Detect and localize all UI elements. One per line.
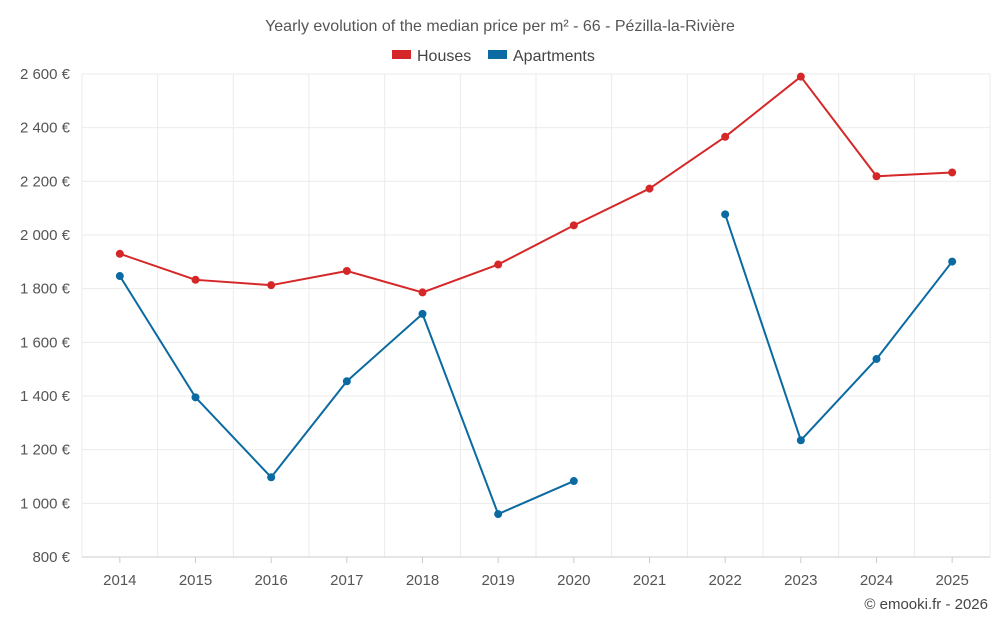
data-point-apartments-2022[interactable] xyxy=(721,210,730,219)
chart-title: Yearly evolution of the median price per… xyxy=(265,18,735,35)
y-axis: 800 € 1 000 € 1 200 € 1 400 € 1 600 € 1 800 €… xyxy=(20,66,71,566)
data-point-apartments-2020[interactable] xyxy=(569,477,578,486)
x-tick-label: 2017 xyxy=(330,572,363,589)
data-point-apartments-2025[interactable] xyxy=(948,257,957,266)
data-point-apartments-2018[interactable] xyxy=(418,309,427,318)
x-tick-label: 2021 xyxy=(633,572,666,589)
y-tick-label: 2 000 € xyxy=(20,227,71,244)
grid xyxy=(81,73,991,557)
series-houses xyxy=(115,72,957,297)
data-point-houses-2017[interactable] xyxy=(342,266,351,275)
y-tick-label: 1 200 € xyxy=(20,442,71,459)
data-point-apartments-2024[interactable] xyxy=(872,354,881,363)
x-tick-label: 2023 xyxy=(784,572,817,589)
x-tick-label: 2024 xyxy=(860,572,893,589)
y-tick-label: 1 800 € xyxy=(20,281,71,298)
x-axis: 2014 2015 2016 2017 2018 2019 2020 2021 2022 2023… xyxy=(82,556,990,589)
x-tick-label: 2014 xyxy=(103,572,136,589)
y-tick-label: 2 400 € xyxy=(20,120,71,137)
x-tick-label: 2022 xyxy=(708,572,741,589)
y-tick-label: 1 600 € xyxy=(20,334,71,351)
data-point-houses-2025[interactable] xyxy=(948,168,957,177)
data-point-apartments-2017[interactable] xyxy=(342,377,351,386)
y-tick-label: 2 200 € xyxy=(20,173,71,190)
x-tick-label: 2019 xyxy=(481,572,514,589)
data-point-apartments-2019[interactable] xyxy=(494,510,503,519)
series-line-apartments-1 xyxy=(724,214,953,442)
data-point-apartments-2016[interactable] xyxy=(267,473,276,482)
y-tick-label: 1 400 € xyxy=(20,388,71,405)
x-tick-label: 2025 xyxy=(935,572,968,589)
legend-label-houses[interactable]: Houses xyxy=(417,48,471,65)
x-tick-label: 2016 xyxy=(254,572,287,589)
data-point-houses-2022[interactable] xyxy=(721,132,730,141)
x-tick-label: 2020 xyxy=(557,572,590,589)
data-point-houses-2023[interactable] xyxy=(796,72,805,81)
data-point-houses-2024[interactable] xyxy=(872,172,881,181)
data-point-houses-2018[interactable] xyxy=(418,288,427,297)
legend-swatch-apartments xyxy=(488,50,507,59)
series-apartments xyxy=(115,210,957,519)
y-tick-label: 2 600 € xyxy=(20,66,71,83)
legend: Houses Apartments xyxy=(392,48,595,65)
data-point-houses-2014[interactable] xyxy=(115,249,124,258)
series-line-houses-0 xyxy=(119,75,953,294)
x-tick-label: 2015 xyxy=(179,572,212,589)
legend-swatch-houses xyxy=(392,50,411,59)
data-point-houses-2021[interactable] xyxy=(645,184,654,193)
data-point-houses-2016[interactable] xyxy=(267,281,276,290)
x-tick-label: 2018 xyxy=(406,572,439,589)
legend-label-apartments[interactable]: Apartments xyxy=(513,48,595,65)
series xyxy=(115,72,957,519)
data-point-apartments-2015[interactable] xyxy=(191,393,200,402)
data-point-houses-2019[interactable] xyxy=(494,260,503,269)
y-tick-label: 1 000 € xyxy=(20,495,71,512)
series-line-apartments-0 xyxy=(118,275,575,516)
credit-text: © emooki.fr - 2026 xyxy=(864,596,988,613)
data-point-houses-2020[interactable] xyxy=(569,221,578,230)
data-point-apartments-2023[interactable] xyxy=(796,436,805,445)
y-tick-label: 800 € xyxy=(32,549,70,566)
data-point-apartments-2014[interactable] xyxy=(115,272,124,281)
data-point-houses-2015[interactable] xyxy=(191,275,200,284)
